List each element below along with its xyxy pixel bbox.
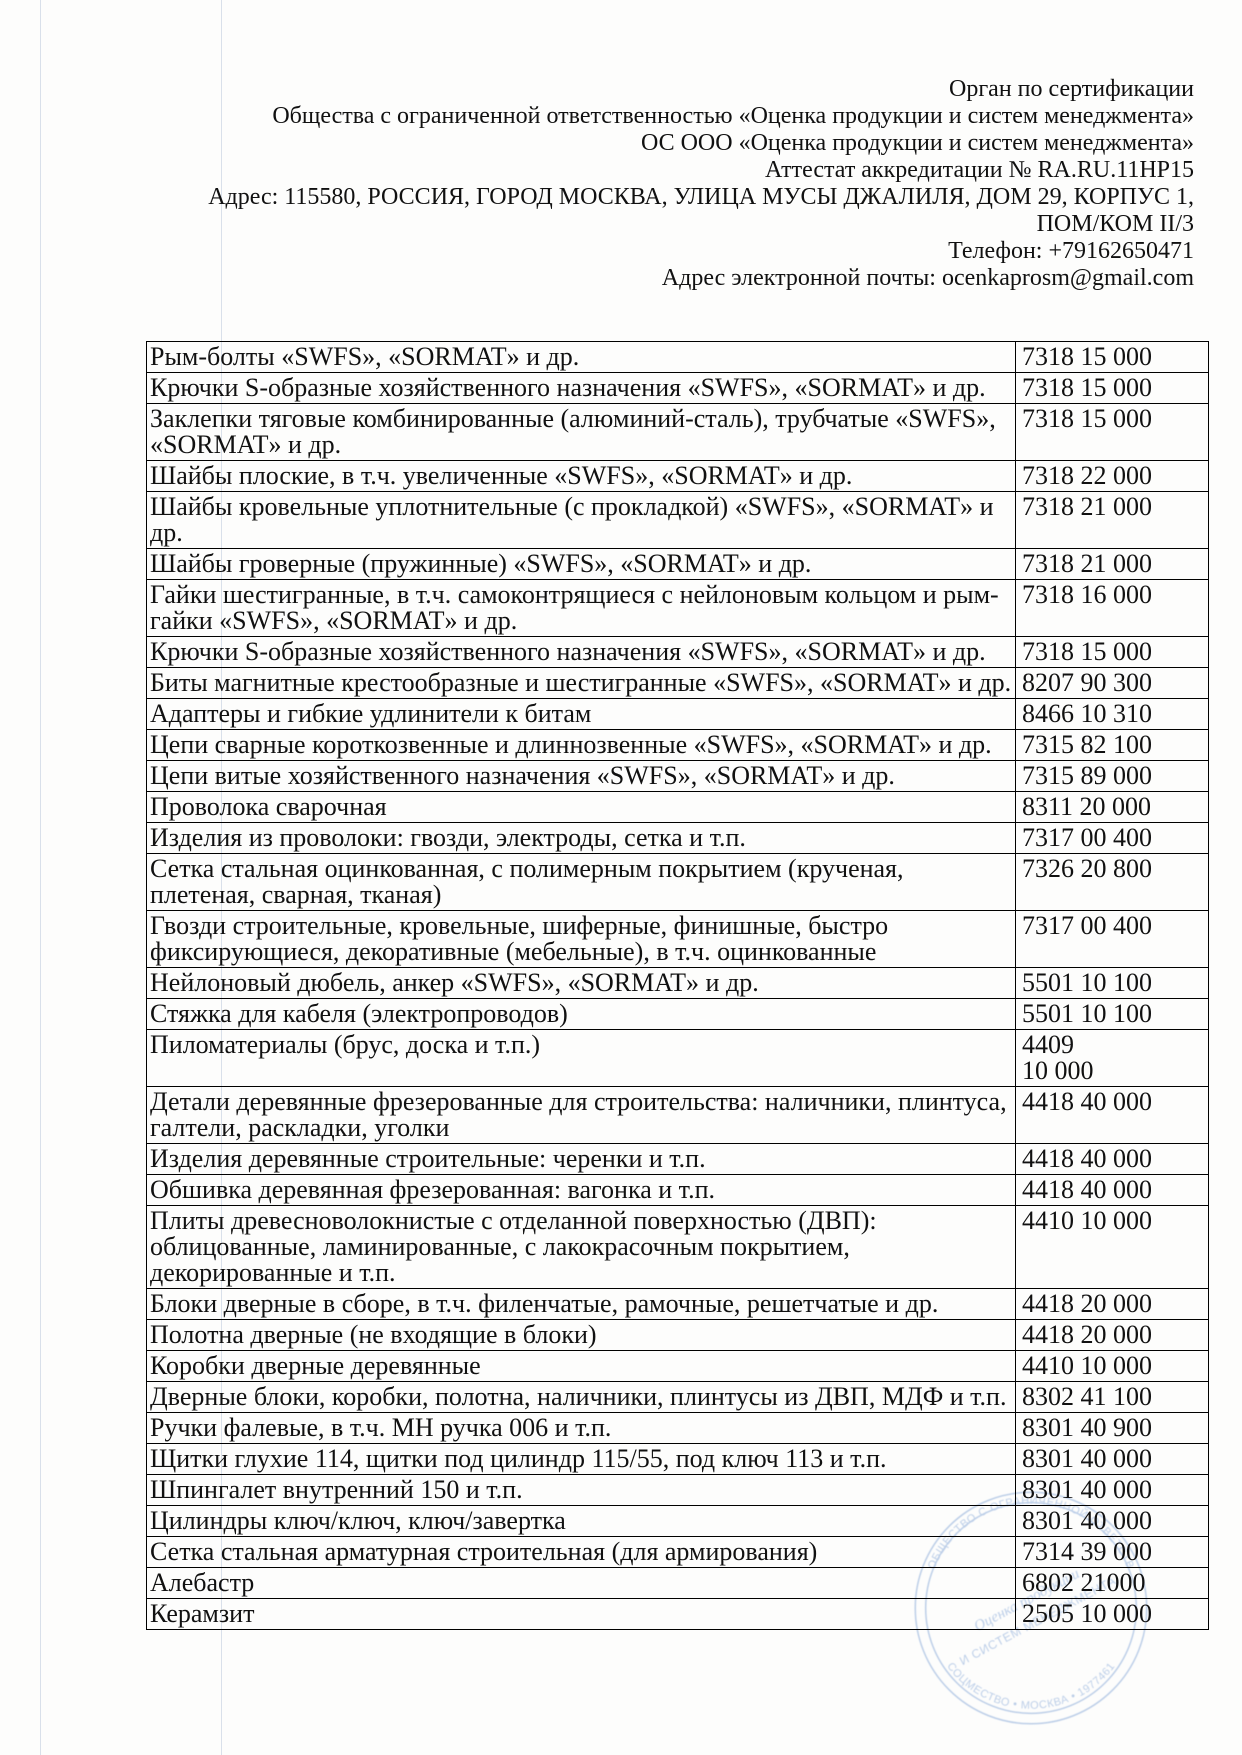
svg-text:СОЦМЕСТВО • МОСКВА • 1977461: СОЦМЕСТВО • МОСКВА • 1977461	[944, 1660, 1117, 1712]
